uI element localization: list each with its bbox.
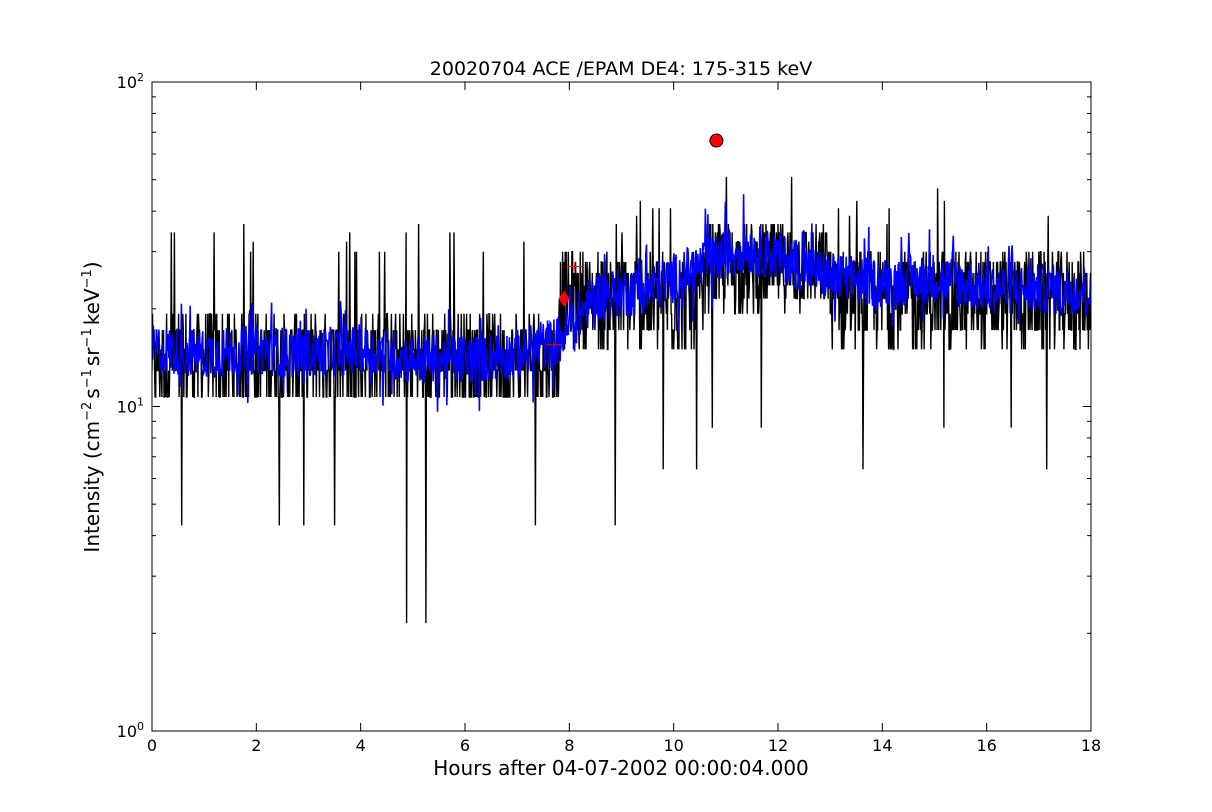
y-tick-exponent: 1	[137, 396, 144, 409]
peak-marker	[709, 133, 724, 148]
x-tick-label: 2	[251, 736, 261, 755]
y-tick-base: 10	[117, 722, 137, 741]
y-tick-base: 10	[117, 398, 137, 417]
x-tick-label: 10	[663, 736, 683, 755]
x-tick-label: 6	[460, 736, 470, 755]
y-label-mid2: sr	[80, 347, 104, 366]
onset-marker	[558, 290, 570, 307]
x-tick-label: 14	[872, 736, 892, 755]
y-label-mid3: keV	[80, 288, 104, 325]
x-axis: 0 2 4 6 8 10 12 14 16 18	[147, 82, 1101, 755]
series-smoothed-line	[152, 194, 1091, 412]
y-label-prefix: Intensity (cm	[80, 421, 104, 553]
x-tick-label: 4	[356, 736, 366, 755]
x-tick-label: 16	[976, 736, 996, 755]
y-tick-exponent: 2	[137, 71, 144, 84]
y-tick-exponent: 0	[137, 720, 144, 733]
y-tick-label: 102	[117, 71, 144, 92]
y-label-sup4: −1	[80, 269, 95, 288]
y-label-suffix: )	[80, 261, 104, 269]
marker-layer	[545, 133, 724, 349]
series-layer	[152, 176, 1091, 624]
y-tick-label: 100	[117, 720, 144, 741]
y-label-sup3: −1	[80, 328, 95, 347]
y-tick-base: 10	[117, 73, 137, 92]
x-tick-label: 8	[564, 736, 574, 755]
y-tick-label: 101	[117, 396, 144, 417]
y-label-mid1: s	[80, 388, 104, 398]
y-label-sup1: −2	[80, 402, 95, 421]
y-label-sup2: −1	[80, 369, 95, 388]
x-tick-label: 0	[147, 736, 157, 755]
chart-title: 20020704 ACE /EPAM DE4: 175-315 keV	[430, 58, 812, 80]
x-axis-label: Hours after 04-07-2002 00:00:04.000	[433, 756, 809, 780]
x-tick-label: 12	[768, 736, 788, 755]
x-tick-label: 18	[1081, 736, 1101, 755]
y-axis-label: Intensity (cm−2s−1sr−1keV−1)	[80, 261, 104, 552]
